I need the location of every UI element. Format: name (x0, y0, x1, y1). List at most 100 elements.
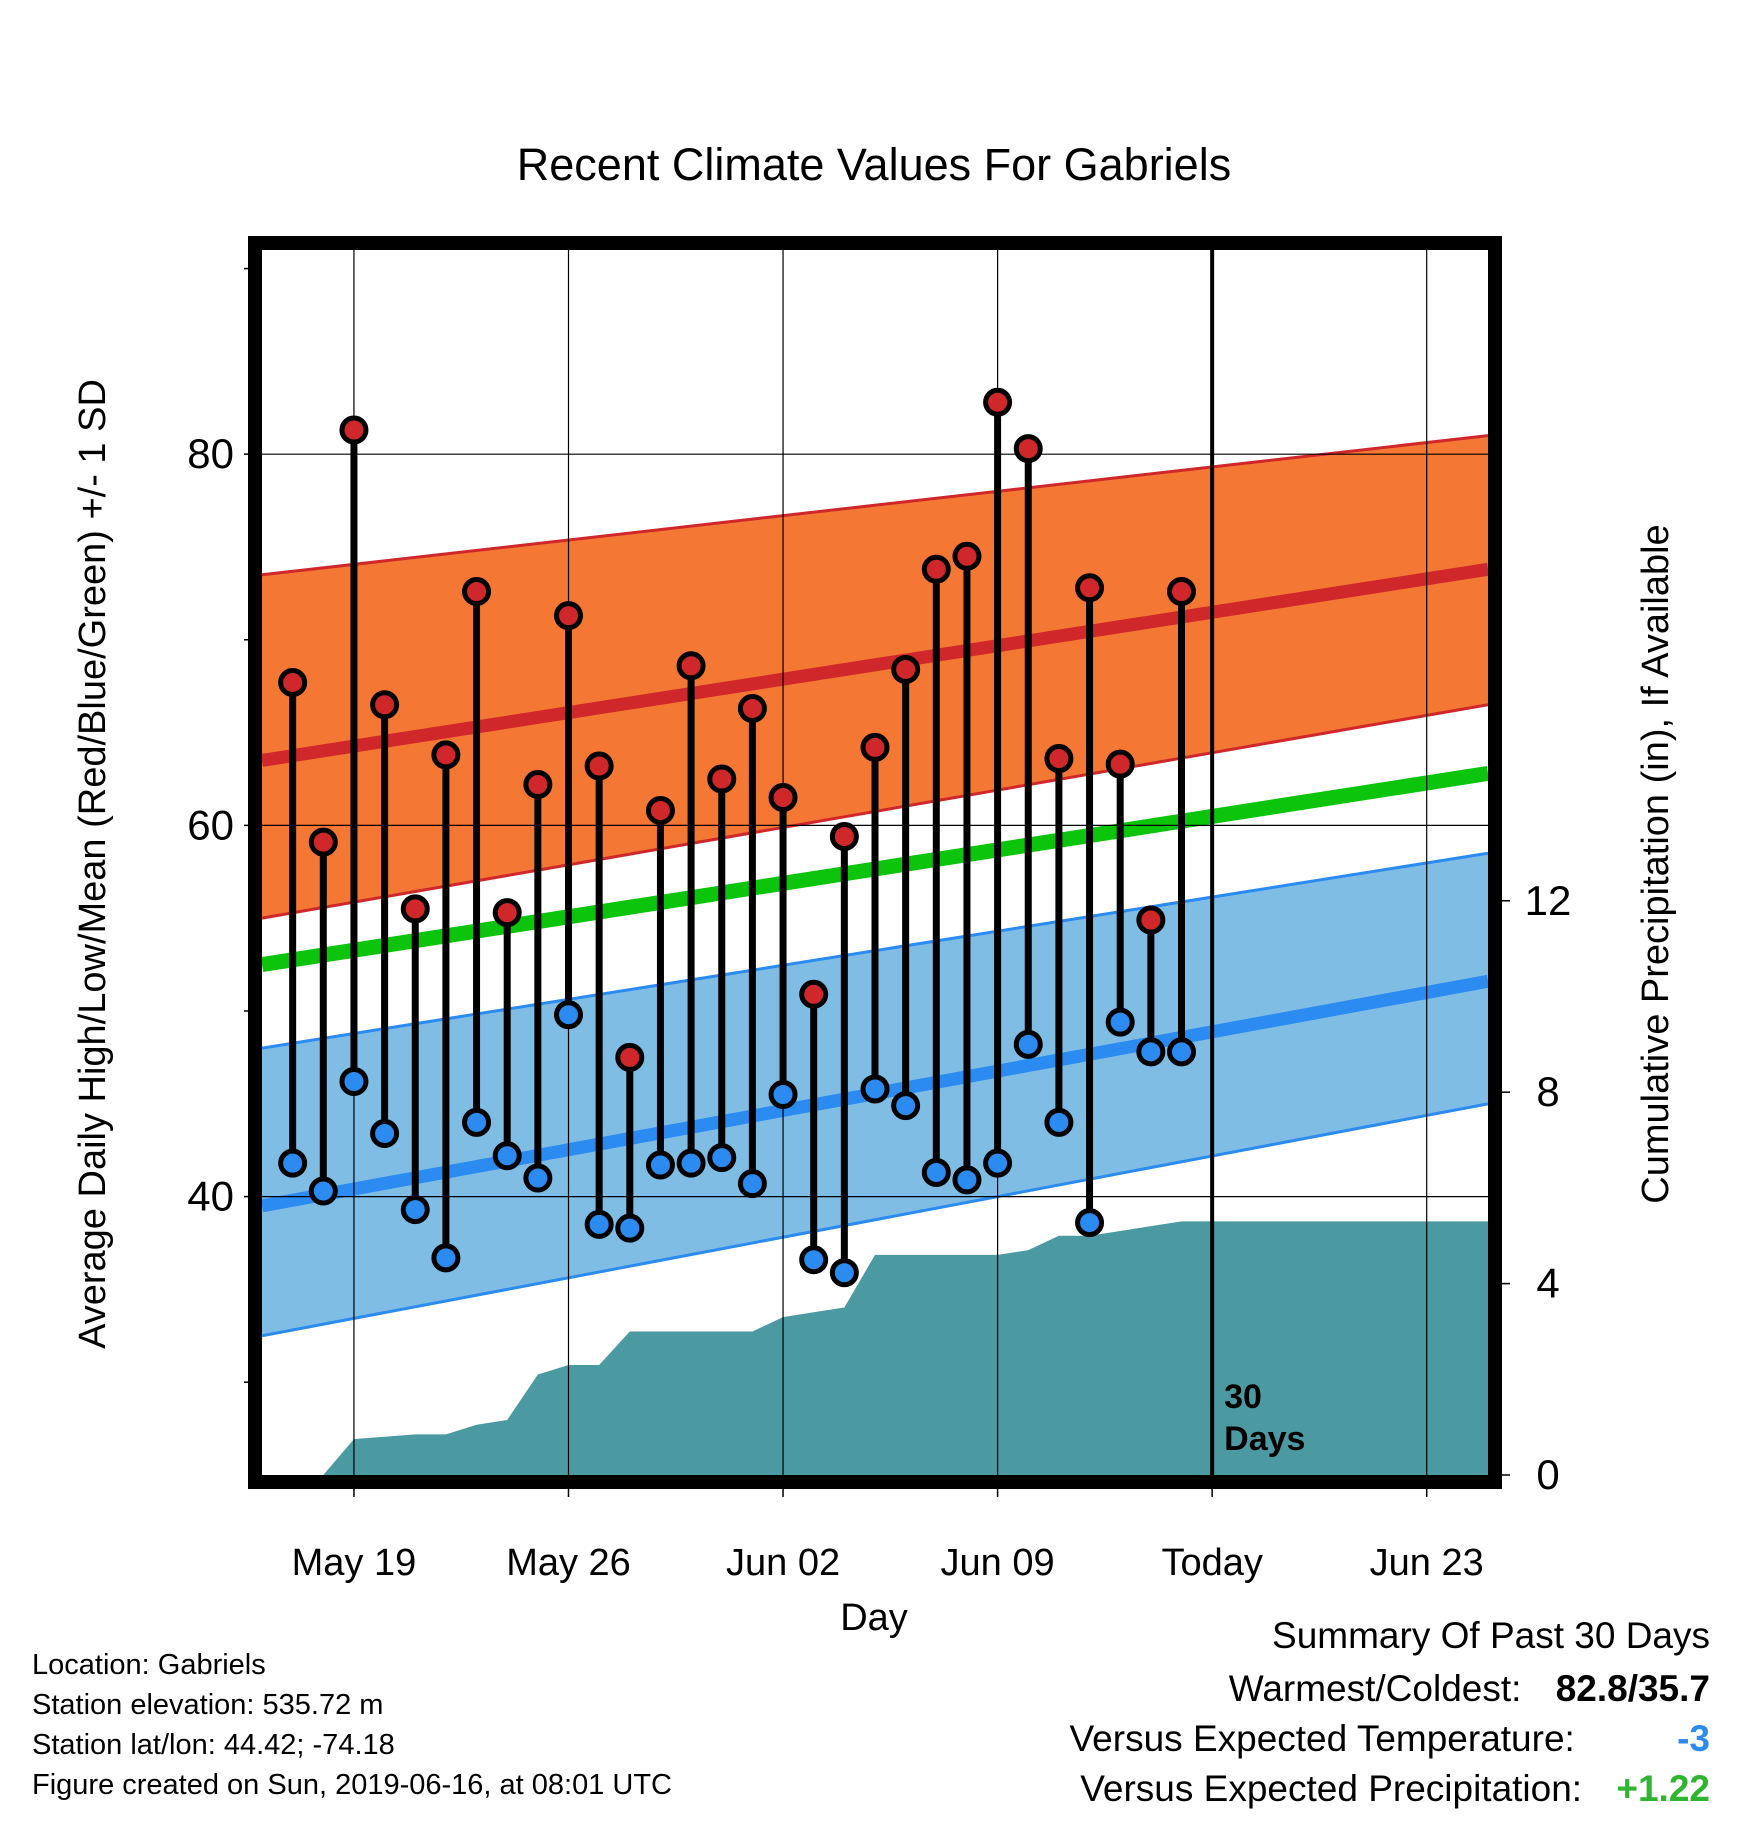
x-tick-label: Jun 23 (1370, 1542, 1484, 1584)
daily-high-marker (891, 654, 921, 684)
summary-heading: Summary Of Past 30 Days (1272, 1615, 1710, 1656)
daily-low-marker (1105, 1007, 1135, 1037)
warmest-coldest-value: 82.8/35.7 (1555, 1668, 1710, 1709)
daily-low-marker (523, 1163, 553, 1193)
daily-high-marker (554, 601, 583, 631)
daily-high-marker (523, 770, 553, 800)
daily-low-marker (676, 1148, 706, 1178)
daily-high-marker (308, 827, 338, 857)
low-lower-line (262, 1102, 1488, 1338)
today-label-count: 30 (1224, 1378, 1262, 1416)
daily-low-marker (584, 1209, 614, 1239)
daily-low-marker (952, 1165, 982, 1195)
plot-area: 30 Days 40 60 80 0 4 8 12 May 19 May 26 Jun 02 Jun 0… (187, 236, 1572, 1584)
elevation-text: Station elevation: 535.72 m (32, 1689, 384, 1721)
x-tick-label: May 19 (292, 1542, 417, 1584)
daily-high-marker (1105, 749, 1135, 779)
daily-high-marker (431, 740, 461, 770)
daily-low-marker (400, 1195, 430, 1225)
daily-low-marker (768, 1080, 798, 1110)
daily-low-marker (308, 1176, 338, 1206)
daily-high-marker (1167, 577, 1196, 607)
daily-high-marker (645, 796, 675, 826)
created-text: Figure created on Sun, 2019-06-16, at 08… (32, 1769, 672, 1801)
y-left-tick-label: 80 (187, 430, 234, 477)
x-axis-label: Day (840, 1597, 908, 1639)
daily-high-marker (400, 894, 430, 924)
x-tick-label: Today (1161, 1542, 1262, 1584)
latlon-text: Station lat/lon: 44.42; -74.18 (32, 1729, 395, 1761)
warmest-coldest-label: Warmest/Coldest: (1228, 1668, 1522, 1709)
y-axis-right-label: Cumulative Precipitation (in), If Availa… (1635, 524, 1677, 1203)
temp-diff-row: Versus Expected Temperature: -3 (1070, 1718, 1710, 1760)
x-tick-label: Jun 09 (941, 1542, 1055, 1584)
daily-low-marker (554, 1000, 583, 1030)
daily-low-marker (462, 1107, 492, 1137)
precip-diff-label: Versus Expected Precipitation: (1080, 1768, 1583, 1809)
daily-low-marker (921, 1157, 951, 1187)
y-right-tick-label: 8 (1536, 1068, 1559, 1115)
daily-high-marker (676, 651, 706, 681)
y-left-tick-label: 60 (187, 801, 234, 848)
daily-low-marker (707, 1143, 737, 1173)
plot-frame (248, 236, 1502, 1489)
daily-high-marker (492, 898, 522, 928)
y-right-tick-label: 12 (1525, 877, 1572, 924)
warmest-coldest-row: Warmest/Coldest: 82.8/35.7 (1229, 1668, 1710, 1710)
daily-low-marker (799, 1245, 829, 1275)
plot-inner: 30 Days (262, 250, 1488, 1475)
daily-low-marker (1167, 1037, 1196, 1067)
daily-low-marker (278, 1148, 308, 1178)
normal-high-line (262, 562, 1488, 767)
precip-diff-row: Versus Expected Precipitation: +1.22 (1080, 1768, 1710, 1810)
daily-low-marker (431, 1243, 461, 1273)
location-text: Location: Gabriels (32, 1649, 266, 1681)
daily-high-marker (737, 693, 767, 723)
daily-high-marker (799, 979, 829, 1009)
y-right-tick-label: 4 (1536, 1260, 1559, 1307)
x-tick-label: May 26 (506, 1542, 631, 1584)
daily-low-marker (829, 1258, 859, 1288)
x-tick-label: Jun 02 (726, 1542, 840, 1584)
daily-high-marker (370, 690, 400, 720)
daily-low-marker (1013, 1029, 1043, 1059)
daily-low-marker (737, 1169, 767, 1199)
daily-high-marker (584, 751, 614, 781)
y-axis-left-label: Average Daily High/Low/Mean (Red/Blue/Gr… (72, 379, 114, 1349)
station-info: Location: Gabriels Station elevation: 53… (32, 1645, 672, 1805)
daily-low-marker (645, 1150, 675, 1180)
daily-high-marker (921, 554, 951, 584)
precip-diff-value: +1.22 (1616, 1768, 1710, 1809)
high-upper-line (262, 434, 1488, 577)
daily-high-marker (462, 577, 492, 607)
daily-high-marker (1075, 573, 1105, 603)
chart-title: Recent Climate Values For Gabriels (517, 139, 1231, 190)
temp-diff-label: Versus Expected Temperature: (1069, 1718, 1575, 1759)
daily-high-marker (339, 415, 369, 445)
daily-high-marker (1013, 434, 1043, 464)
daily-low-marker (1044, 1107, 1074, 1137)
daily-low-marker (492, 1141, 522, 1171)
y-left-tick-label: 40 (187, 1173, 234, 1220)
daily-low-marker (1075, 1208, 1105, 1238)
daily-high-marker (278, 667, 308, 697)
daily-low-marker (1136, 1037, 1166, 1067)
daily-low-marker (370, 1118, 400, 1148)
daily-high-marker (1136, 905, 1166, 935)
daily-low-marker (891, 1091, 921, 1121)
daily-low-marker (860, 1074, 890, 1104)
daily-high-marker (952, 541, 982, 571)
daily-low-marker (983, 1148, 1013, 1178)
daily-high-marker (1044, 744, 1074, 774)
today-label-days: Days (1224, 1420, 1305, 1458)
daily-high-marker (768, 783, 798, 813)
daily-high-marker (707, 764, 737, 794)
daily-low-marker (339, 1067, 369, 1097)
daily-high-marker (829, 822, 859, 852)
temp-diff-value: -3 (1677, 1718, 1710, 1759)
daily-high-marker (615, 1042, 645, 1072)
daily-low-marker (615, 1213, 645, 1243)
y-right-tick-label: 0 (1536, 1451, 1559, 1498)
daily-high-marker (983, 387, 1013, 417)
